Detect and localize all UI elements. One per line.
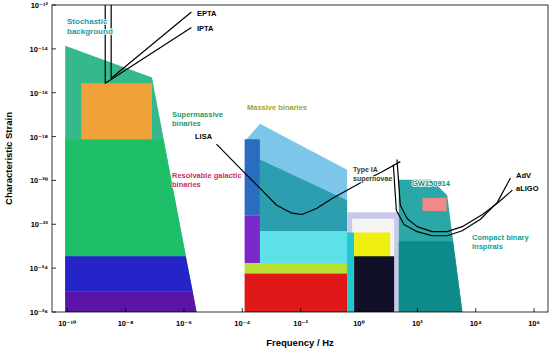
sensitivity-curve	[216, 144, 400, 214]
x-tick-label: 10⁻¹⁰	[58, 319, 76, 328]
region-label: IPTA	[197, 24, 214, 33]
region	[399, 180, 463, 312]
label-line: supernovae	[353, 175, 392, 183]
region	[347, 233, 354, 312]
region-label: Resolvable galacticbinaries	[172, 171, 242, 189]
region-label: Supermassivebinaries	[172, 110, 223, 128]
annotations: StochasticbackgroundSupermassivebinaries…	[67, 9, 539, 251]
sensitivity-curve	[105, 5, 191, 83]
x-tick	[359, 308, 360, 312]
label-line: EPTA	[197, 9, 217, 18]
label-line: IPTA	[197, 24, 214, 33]
y-tick	[52, 48, 56, 49]
y-tick	[52, 312, 56, 313]
region-label: Type IAsupernovae	[353, 166, 392, 183]
region	[65, 256, 193, 291]
y-tick-label: 10⁻¹²	[31, 1, 49, 10]
region-label: EPTA	[197, 9, 217, 18]
x-tick	[67, 308, 68, 312]
plot-frame	[52, 5, 548, 312]
x-tick	[534, 308, 535, 312]
x-tick-label: 10⁴	[470, 319, 482, 328]
plot-area	[65, 5, 512, 312]
chart: 10⁻¹⁰ 10⁻⁸ 10⁻⁶ 10⁻⁴ 10⁻² 10⁰ 10² 10⁴ 10⁶ 10⁻¹² 10…	[0, 0, 560, 356]
region	[260, 231, 347, 263]
x-tick	[300, 308, 301, 312]
region	[81, 83, 152, 139]
label-line: AdV	[516, 171, 531, 180]
y-tick-label: 10⁻¹⁸	[30, 133, 49, 142]
x-tick-label: 10⁻⁴	[234, 319, 250, 328]
x-tick-label: 10⁻⁶	[176, 319, 192, 328]
sensitivity-curve	[111, 5, 191, 78]
label-line: aLIGO	[516, 184, 539, 193]
label-line: Resolvable galactic	[172, 171, 242, 180]
y-tick	[52, 180, 56, 181]
label-line: Compact binary	[472, 233, 530, 242]
region	[423, 198, 447, 211]
y-tick	[52, 5, 56, 6]
region	[65, 292, 196, 312]
region-label: Compact binaryinspirals	[472, 233, 530, 251]
label-line: inspirals	[472, 242, 503, 251]
label-line: LISA	[195, 132, 213, 141]
y-axis-title: Characteristic Strain	[3, 112, 14, 205]
region-label: LISA	[195, 132, 213, 141]
y-tick-label: 10⁻²⁴	[29, 264, 48, 273]
x-tick	[475, 308, 476, 312]
region	[245, 274, 347, 313]
region	[247, 124, 348, 263]
label-line: Massive binaries	[247, 103, 307, 112]
y-tick-label: 10⁻²⁶	[30, 308, 48, 317]
y-tick	[52, 136, 56, 137]
label-line: Type IA	[353, 166, 378, 174]
x-tick-label: 10⁻²	[293, 319, 308, 328]
region	[245, 216, 260, 264]
region-label: Stochasticbackground	[67, 17, 113, 36]
axes: 10⁻¹⁰ 10⁻⁸ 10⁻⁶ 10⁻⁴ 10⁻² 10⁰ 10² 10⁴ 10⁶ 10⁻¹² 10…	[29, 1, 539, 328]
x-tick	[242, 308, 243, 312]
y-tick-label: 10⁻¹⁶	[30, 89, 48, 98]
sensitivity-curve	[397, 160, 512, 232]
y-tick	[52, 268, 56, 269]
y-tick	[52, 92, 56, 93]
region	[245, 139, 260, 215]
region-label: GW150914	[412, 179, 451, 188]
region	[245, 263, 347, 273]
y-tick-label: 10⁻²²	[31, 220, 49, 229]
y-tick	[52, 224, 56, 225]
x-tick-label: 10⁻⁸	[118, 319, 134, 328]
label-line: binaries	[172, 180, 201, 189]
label-line: GW150914	[412, 179, 451, 188]
x-tick	[125, 308, 126, 312]
x-tick-label: 10²	[412, 319, 423, 328]
label-line: Stochastic	[67, 17, 108, 26]
region-label: Massive binaries	[247, 103, 307, 112]
sensitivity-curve	[393, 165, 510, 236]
x-tick	[417, 308, 418, 312]
region	[354, 256, 394, 312]
y-tick-label: 10⁻²⁰	[30, 176, 48, 185]
label-line: background	[67, 27, 113, 36]
x-tick-label: 10⁰	[353, 319, 365, 328]
region	[65, 139, 186, 256]
plot-background	[52, 5, 548, 312]
label-line: Supermassive	[172, 110, 223, 119]
region	[260, 160, 347, 231]
y-tick-label: 10⁻¹⁴	[29, 45, 48, 54]
region-label: AdV	[516, 171, 531, 180]
x-tick	[183, 308, 184, 312]
label-line: binaries	[172, 119, 201, 128]
region-label: aLIGO	[516, 184, 539, 193]
page: {"chart_data": { "type": "line", "x_labe…	[0, 0, 560, 356]
x-tick-label: 10⁶	[528, 319, 540, 328]
x-axis-title: Frequency / Hz	[266, 337, 334, 348]
region	[399, 241, 463, 312]
region	[347, 212, 399, 312]
